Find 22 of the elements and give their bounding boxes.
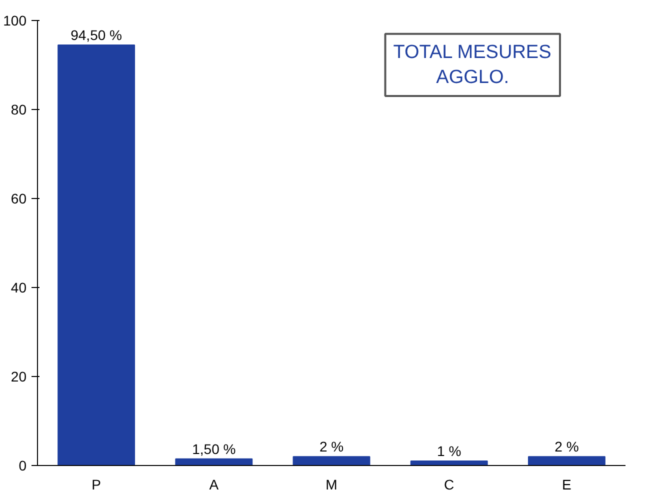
bar (292, 456, 370, 466)
x-tick-label: M (326, 476, 338, 492)
y-tick-label: 40 (10, 280, 27, 296)
bar (528, 456, 606, 466)
bar (58, 44, 136, 466)
y-tick-label: 0 (18, 458, 27, 474)
y-tick-label: 60 (10, 190, 27, 206)
x-tick-label: E (562, 476, 572, 492)
data-label: 94,50 % (70, 26, 122, 43)
x-tick-label: A (209, 476, 220, 492)
bar (175, 458, 253, 466)
data-label: 1 % (437, 443, 462, 460)
data-label: 2 % (319, 438, 344, 455)
data-label: 2 % (554, 438, 579, 455)
y-tick-label: 100 (3, 12, 27, 28)
x-tick-label: P (92, 476, 101, 492)
bar (410, 460, 488, 466)
y-tick-label: 80 (10, 102, 27, 118)
y-tick-label: 20 (10, 368, 27, 384)
x-tick-label: C (444, 476, 454, 492)
data-label: 1,50 % (192, 440, 236, 457)
text: TOTAL MESURES AGGLO. (393, 42, 552, 88)
